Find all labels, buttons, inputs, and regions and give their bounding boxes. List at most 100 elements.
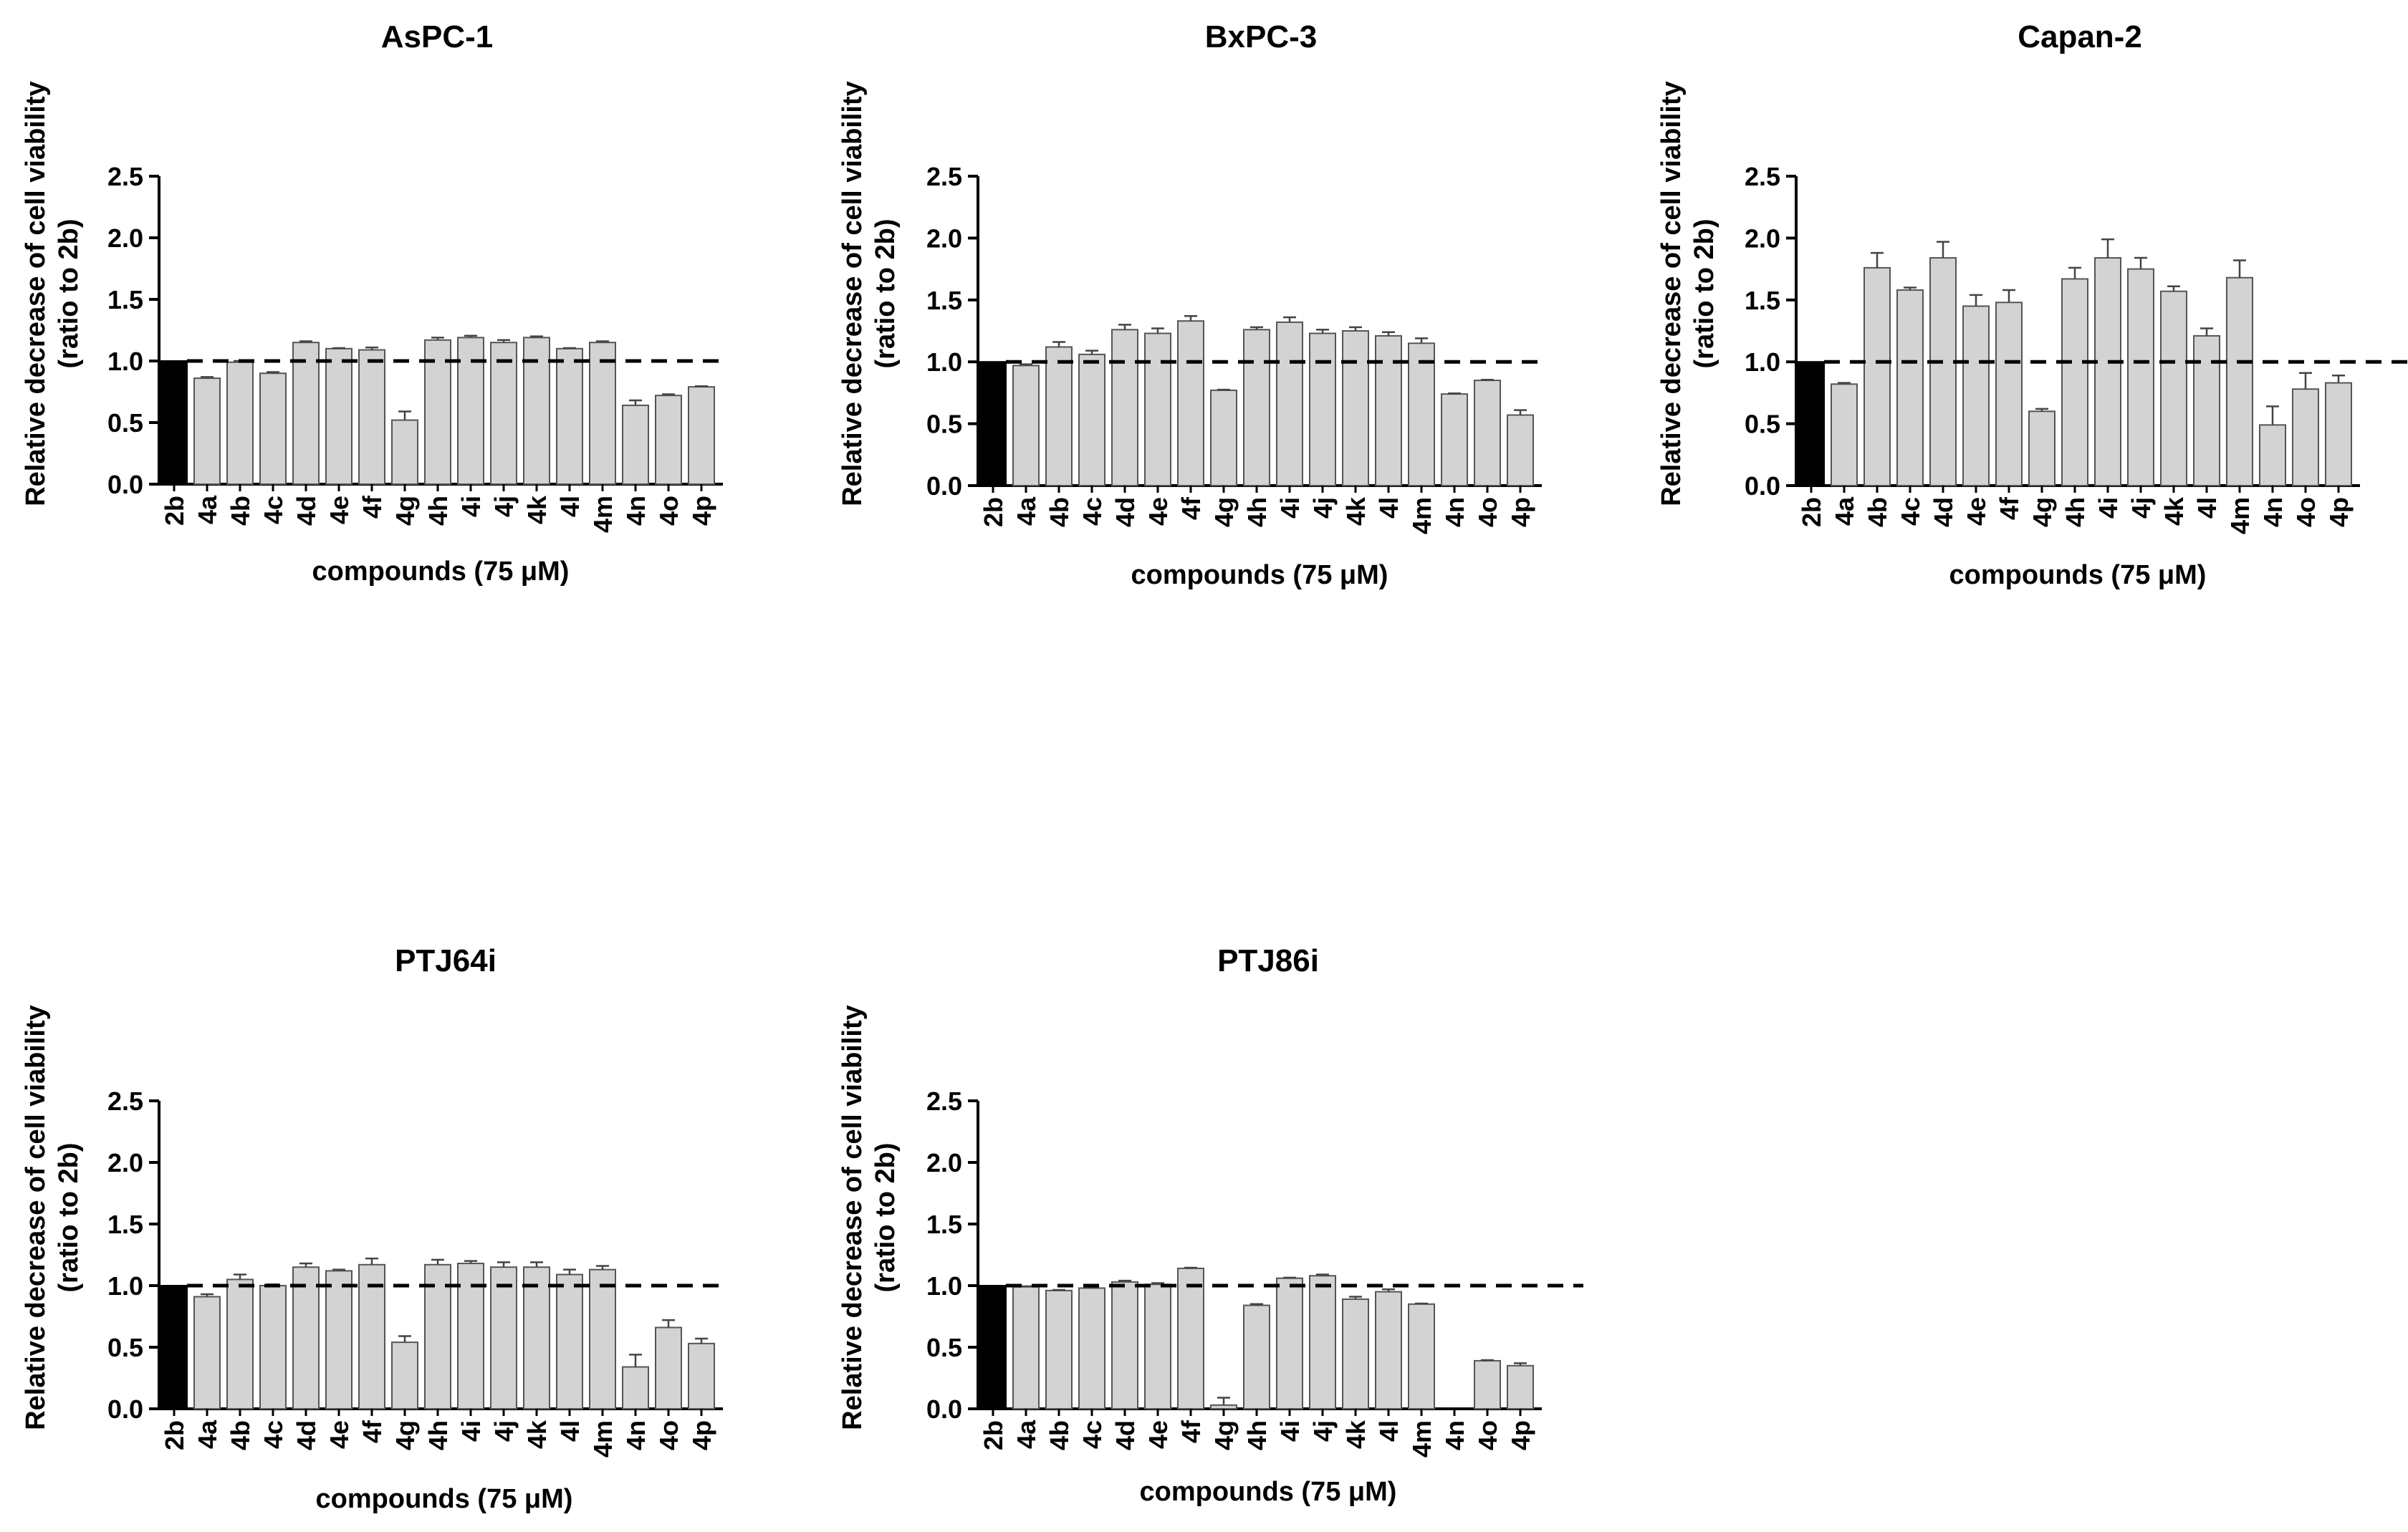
- x-tick-label-4i: 4i: [456, 1420, 486, 1442]
- y-tick-label: 2.5: [1745, 162, 1780, 191]
- bar-4e: [1144, 332, 1171, 486]
- x-tick-label-4a: 4a: [1012, 1420, 1041, 1449]
- bar-4i: [457, 1263, 484, 1410]
- bar-4l: [556, 1273, 583, 1410]
- x-tick-label-4i: 4i: [1275, 1420, 1305, 1442]
- bar-4n: [622, 1366, 649, 1410]
- bar-4p: [688, 1342, 715, 1410]
- bar-4p: [1507, 1364, 1534, 1410]
- bar-4d: [292, 342, 320, 486]
- y-tick-label: 0.5: [107, 408, 143, 438]
- bar-4c: [1078, 1287, 1105, 1410]
- plot-area: 0.0 0.5 1.0 1.5 2.0 2.5 2b 4a 4b 4c 4d 4e 4f 4g 4h 4i 4j…: [1745, 162, 2408, 534]
- x-tick-label-4k: 4k: [522, 1420, 552, 1449]
- bar-4b: [1045, 346, 1073, 486]
- bar-4i: [1276, 1277, 1303, 1410]
- bar-4m: [1408, 1303, 1435, 1410]
- y-axis-label-line2: (ratio to 2b): [870, 1143, 901, 1293]
- y-tick-label: 1.0: [107, 1271, 143, 1301]
- x-tick-label-4b: 4b: [1863, 497, 1892, 527]
- bar-4j: [490, 342, 517, 486]
- bar-4e: [325, 1270, 352, 1410]
- bar-4h: [424, 339, 451, 486]
- y-tick-label: 2.0: [107, 223, 143, 253]
- y-tick-label: 0.0: [926, 1394, 962, 1424]
- x-tick-label-4k: 4k: [522, 495, 552, 524]
- x-tick-label-4b: 4b: [226, 1420, 255, 1450]
- bar-4a: [193, 377, 221, 486]
- chart-panel-aspc1: AsPC-1 Relative decrease of cell viabili…: [21, 19, 725, 587]
- x-tick-label-4l: 4l: [1374, 497, 1404, 519]
- x-axis-label: compounds (75 μM): [1140, 1477, 1397, 1507]
- y-tick-label: 0.0: [107, 470, 143, 499]
- x-tick-label-4f: 4f: [358, 1420, 387, 1443]
- y-tick-label: 1.0: [926, 1271, 962, 1301]
- x-tick-label-4o: 4o: [1473, 497, 1502, 527]
- x-tick-label-4f: 4f: [1176, 496, 1206, 520]
- y-tick-label: 0.0: [1745, 471, 1780, 501]
- x-tick-label-4k: 4k: [2159, 496, 2189, 526]
- x-tick-label-4g: 4g: [390, 1420, 420, 1450]
- y-tick-label: 0.0: [107, 1394, 143, 1424]
- x-tick-label-4m: 4m: [1407, 1420, 1436, 1458]
- x-tick-label-4h: 4h: [1242, 1420, 1272, 1450]
- bar-4p: [688, 386, 715, 485]
- plot-area: 0.0 0.5 1.0 1.5 2.0 2.5 2b 4a 4b 4c 4d 4e 4f 4g 4h 4i 4j…: [107, 162, 725, 533]
- chart-title: AsPC-1: [381, 19, 494, 54]
- x-tick-label-4f: 4f: [1995, 496, 2024, 520]
- x-tick-label-4g: 4g: [1209, 1420, 1239, 1450]
- x-tick-label-4n: 4n: [621, 496, 651, 526]
- x-tick-label-4o: 4o: [654, 496, 683, 526]
- bar-2b: [1798, 361, 1825, 487]
- x-tick-label-4k: 4k: [1341, 1420, 1371, 1449]
- chart-title: PTJ86i: [1217, 943, 1319, 978]
- bar-4a: [1012, 365, 1040, 486]
- bar-2b: [979, 361, 1007, 487]
- bar-4b: [1863, 266, 1891, 486]
- y-tick-label: 1.5: [107, 1210, 143, 1239]
- x-tick-label-4c: 4c: [1078, 497, 1107, 526]
- bar-4c: [1078, 353, 1105, 486]
- x-tick-label-4g: 4g: [2028, 497, 2057, 527]
- x-tick-label-4n: 4n: [1440, 1420, 1469, 1450]
- y-tick-label: 1.0: [1745, 347, 1780, 377]
- x-tick-label-4i: 4i: [1275, 497, 1305, 519]
- bar-2b: [160, 1285, 188, 1410]
- bar-4m: [1408, 342, 1435, 486]
- x-tick-label-4d: 4d: [1929, 497, 1958, 527]
- bar-4m: [589, 1268, 616, 1410]
- y-tick-label: 2.0: [926, 223, 962, 253]
- x-tick-label-4c: 4c: [1078, 1420, 1107, 1449]
- y-tick-label: 1.5: [1745, 286, 1780, 315]
- chart-panel-bxpc3: BxPC-3 Relative decrease of cell viabili…: [838, 19, 1544, 590]
- y-tick-label: 0.5: [926, 410, 962, 439]
- x-tick-label-4l: 4l: [2192, 497, 2222, 519]
- bar-4c: [259, 372, 287, 486]
- bar-4b: [226, 361, 254, 485]
- y-tick-label: 2.0: [1745, 223, 1780, 253]
- x-tick-label-4b: 4b: [1045, 1420, 1074, 1450]
- bar-4f: [1177, 1267, 1204, 1410]
- x-tick-label-4i: 4i: [456, 496, 486, 517]
- chart-title: BxPC-3: [1205, 19, 1318, 54]
- x-tick-label-2b: 2b: [979, 1420, 1008, 1450]
- bar-4b: [1045, 1289, 1073, 1410]
- x-tick-label-4h: 4h: [2061, 497, 2090, 527]
- y-axis-label-line2: (ratio to 2b): [54, 1143, 84, 1293]
- bar-4l: [1375, 1291, 1402, 1410]
- bar-4o: [2292, 388, 2319, 486]
- bar-4f: [1995, 302, 2023, 487]
- x-tick-label-4b: 4b: [1045, 497, 1074, 527]
- y-tick-label: 1.0: [107, 347, 143, 376]
- x-tick-label-4j: 4j: [489, 1420, 519, 1442]
- bar-2b: [160, 360, 188, 485]
- x-tick-label-4p: 4p: [2324, 497, 2354, 527]
- x-tick-label-4m: 4m: [588, 1420, 618, 1458]
- bar-4j: [1309, 332, 1336, 486]
- x-tick-label-4h: 4h: [423, 496, 453, 526]
- bar-4p: [1507, 414, 1534, 487]
- x-tick-label-4o: 4o: [654, 1420, 683, 1450]
- x-tick-label-4j: 4j: [1308, 497, 1338, 519]
- bar-4a: [193, 1296, 221, 1410]
- x-tick-label-2b: 2b: [1797, 497, 1826, 527]
